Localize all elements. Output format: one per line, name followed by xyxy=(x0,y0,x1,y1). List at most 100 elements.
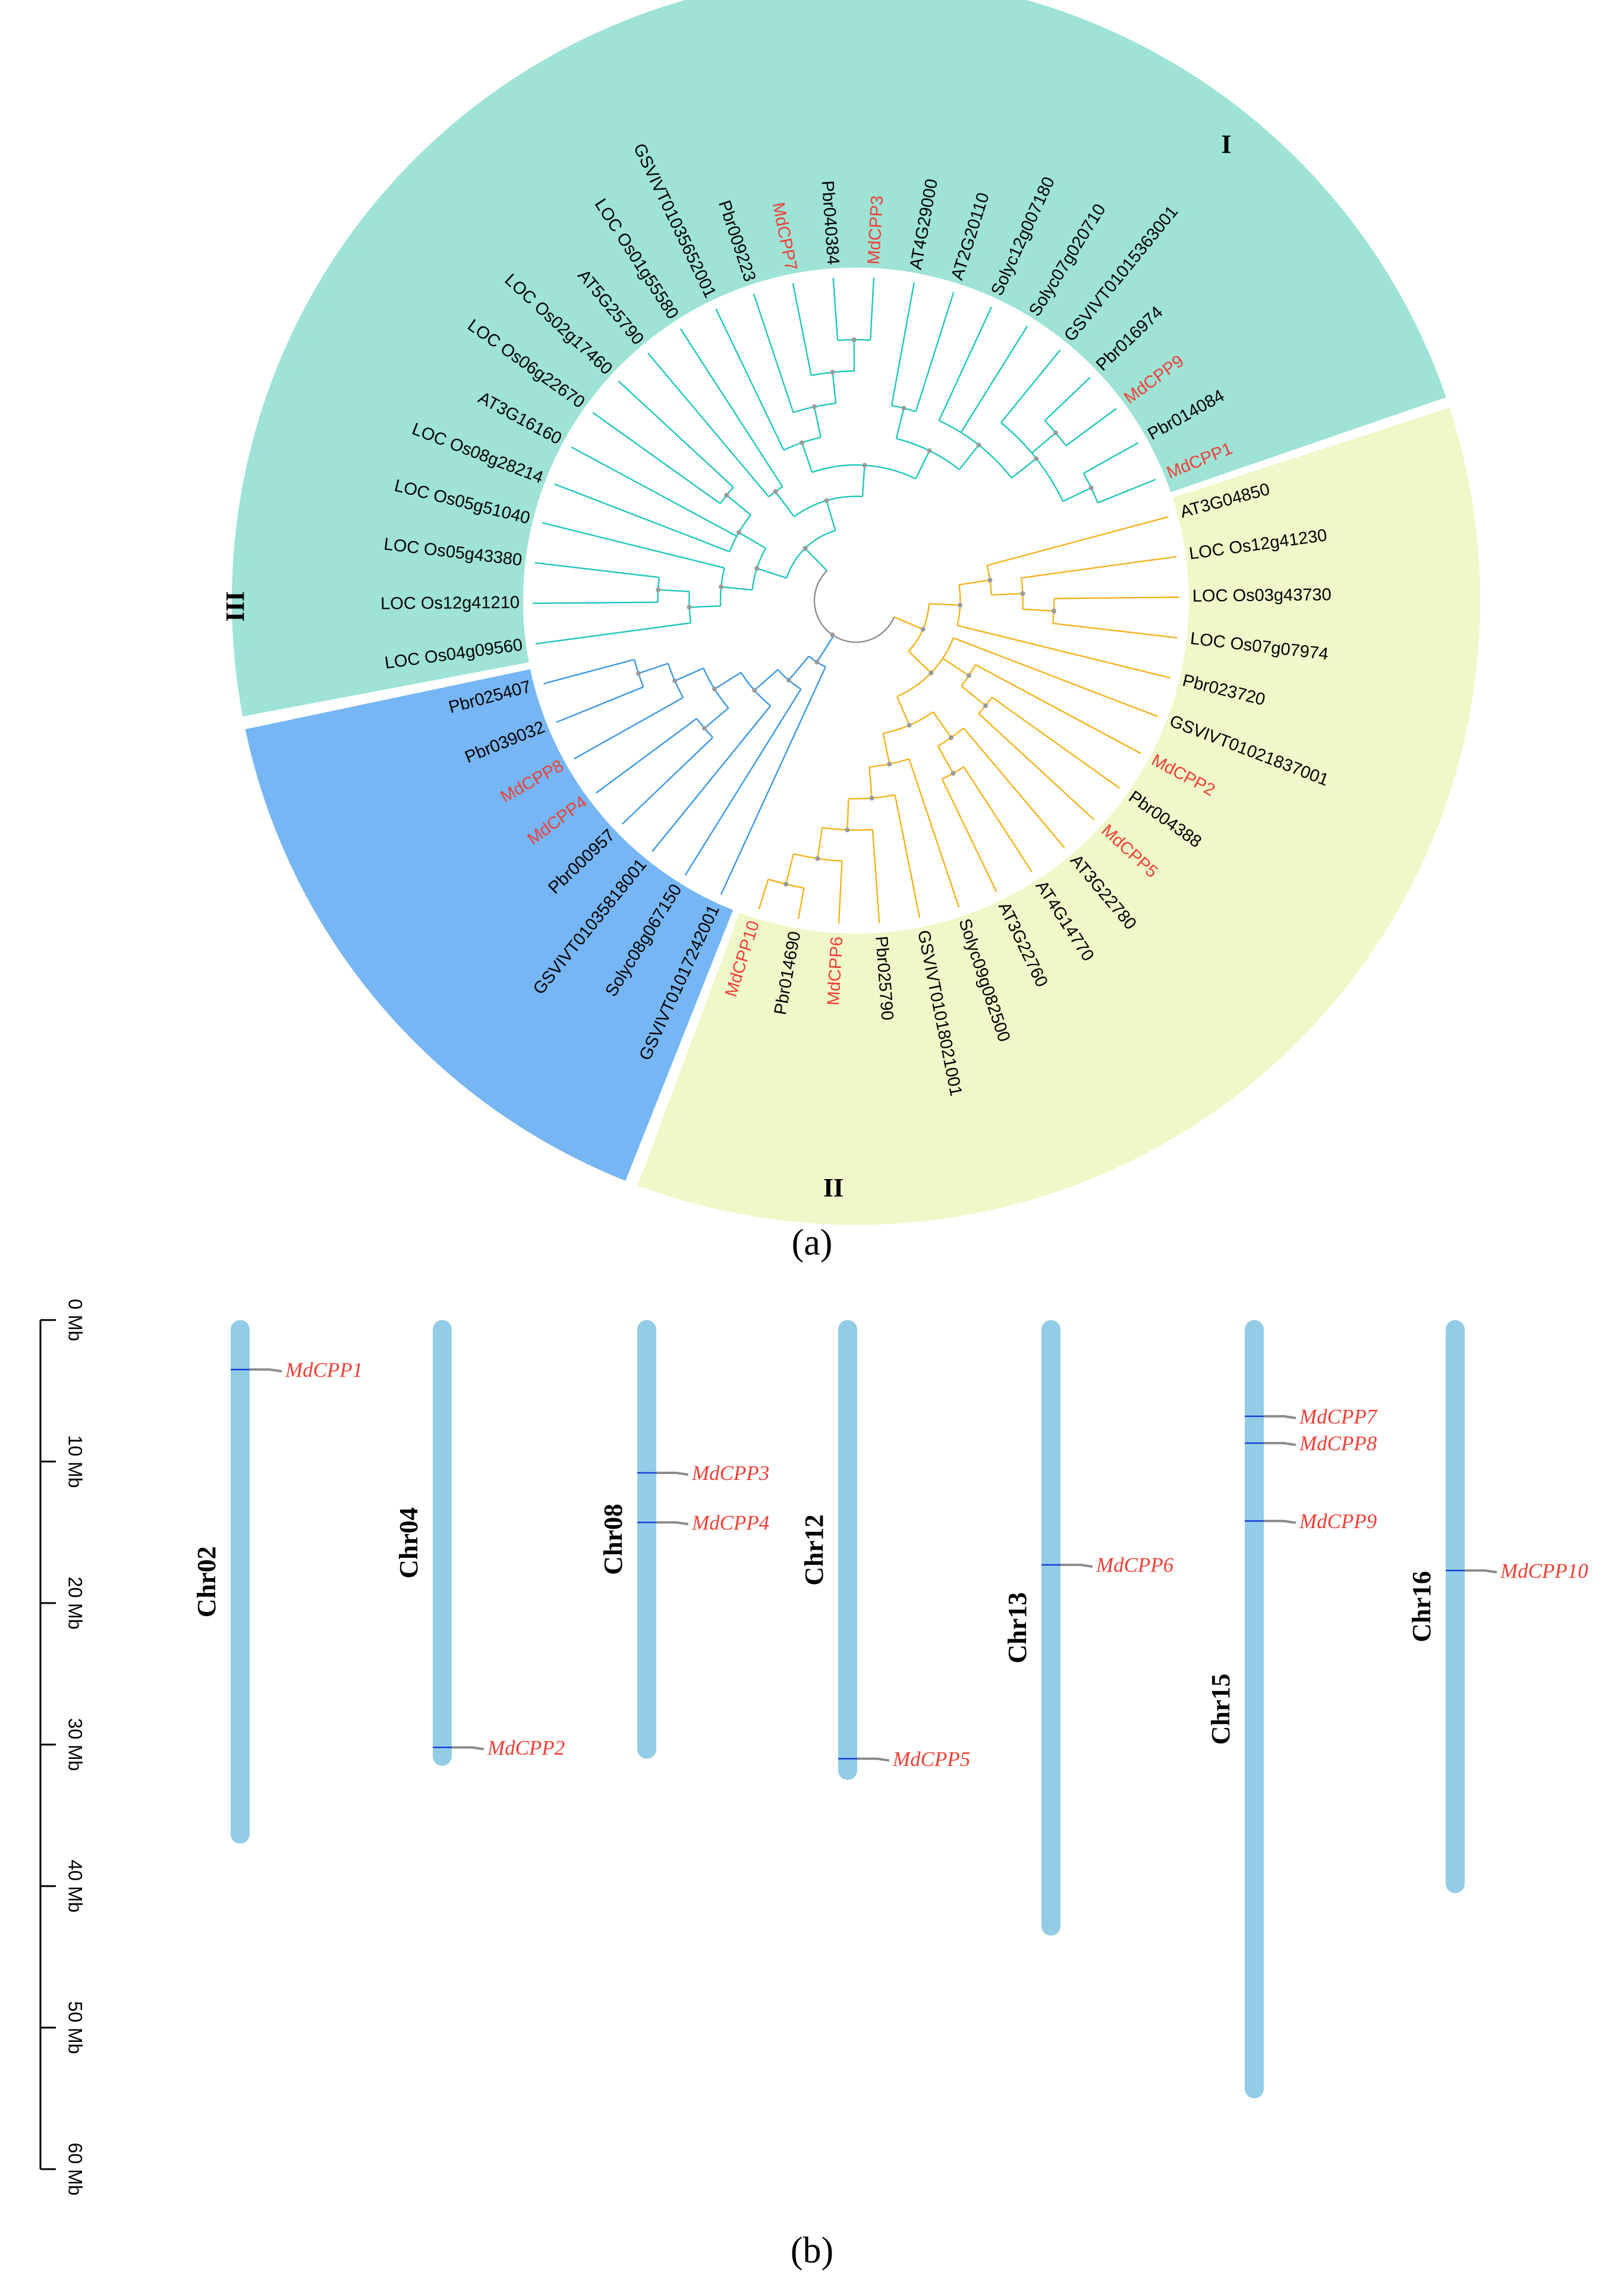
tree-branch-73 xyxy=(804,548,828,571)
tree-branch-72 xyxy=(543,659,635,685)
clade-labels: I II III xyxy=(221,130,1232,1202)
tree-branch-56 xyxy=(684,689,802,876)
chromosome-bar xyxy=(433,1320,452,1766)
tree-branch-19 xyxy=(942,658,970,677)
tree-branch-94 xyxy=(618,380,734,488)
chromosome-Chr08: Chr08 MdCPP3 MdCPP4 xyxy=(599,1320,769,1759)
gene-label: MdCPP6 xyxy=(1096,1554,1174,1577)
tree-branch-111 xyxy=(792,283,812,376)
gene-connector xyxy=(250,1368,282,1373)
tree-branch-22 xyxy=(961,685,986,706)
gene-label: MdCPP10 xyxy=(1500,1559,1588,1582)
tree-branch-120 xyxy=(890,282,915,406)
tree-node xyxy=(929,670,934,675)
panel-b-label: (b) xyxy=(791,2230,833,2271)
tree-node xyxy=(949,735,954,740)
clade-label-II: II xyxy=(823,1173,844,1202)
tree-node xyxy=(927,448,932,454)
chromosome-Chr04: Chr04 MdCPP2 xyxy=(394,1320,565,1766)
chromosome-label: Chr16 xyxy=(1407,1571,1436,1642)
tree-node xyxy=(907,722,912,728)
tree-branch-40 xyxy=(894,794,921,918)
tree-node xyxy=(786,677,791,683)
tree-node xyxy=(736,530,741,535)
scale-tick-label: 50 Mb xyxy=(65,2001,86,2054)
tree-branch-65 xyxy=(596,718,697,794)
gene-connector xyxy=(452,1746,484,1751)
tree-branch-95 xyxy=(826,500,836,531)
gene-connector xyxy=(1465,1569,1497,1574)
tree-branch-69 xyxy=(638,662,669,674)
chromosome-label: Chr08 xyxy=(599,1504,628,1575)
gene-connector xyxy=(1060,1563,1093,1568)
tree-branch-79 xyxy=(689,605,721,608)
tree-branches xyxy=(533,277,1179,924)
chromosome-bar xyxy=(838,1320,857,1780)
tree-branch-33 xyxy=(963,766,1033,873)
leaf-label: MdCPP3 xyxy=(864,195,887,265)
tree-branch-15 xyxy=(956,624,1170,679)
tree-branch-50 xyxy=(758,879,769,910)
tree-node xyxy=(719,584,724,589)
scale-tick-label: 40 Mb xyxy=(65,1860,86,1913)
tree-node xyxy=(712,686,717,692)
gene-connector xyxy=(656,1521,689,1526)
tree-branch-82 xyxy=(658,589,690,592)
tree-branch-3 xyxy=(929,603,961,607)
gene-connector xyxy=(857,1757,890,1762)
tree-branch-46 xyxy=(838,860,843,924)
clade-label-III: III xyxy=(221,591,250,621)
tree-node xyxy=(851,337,857,342)
tree-branch-21 xyxy=(975,664,1141,755)
tree-node xyxy=(702,725,707,731)
gene-connector xyxy=(1264,1519,1296,1524)
tree-node xyxy=(773,489,778,494)
tree-branch-54 xyxy=(788,655,810,681)
tree-branch-131 xyxy=(1044,376,1091,422)
tree-node xyxy=(869,796,874,801)
tree-branch-31 xyxy=(937,746,954,774)
tree-branch-59 xyxy=(652,705,772,853)
tree-node xyxy=(800,440,805,445)
tree-branch-10 xyxy=(1021,556,1177,579)
tree-branch-121 xyxy=(915,292,955,412)
gene-connector xyxy=(1264,1442,1296,1447)
chromosome-Chr12: Chr12 MdCPP5 xyxy=(800,1320,970,1780)
tree-branch-115 xyxy=(870,277,875,341)
tree-node xyxy=(1020,591,1025,596)
chromosome-map: 0 Mb 10 Mb 20 Mb 30 Mb 40 Mb 50 Mb 60 Mb Chr02… xyxy=(39,1299,1588,2271)
tree-branch-49 xyxy=(797,888,805,919)
tree-branch-5 xyxy=(959,579,990,586)
gene-label: MdCPP5 xyxy=(892,1748,970,1771)
tree-branch-101 xyxy=(861,465,865,497)
tree-branch-28 xyxy=(933,711,952,739)
tree-branch-68 xyxy=(574,697,684,760)
chromosome-label: Chr12 xyxy=(800,1514,829,1586)
tree-branch-16 xyxy=(908,651,932,674)
tree-branch-71 xyxy=(556,686,644,723)
tree-node xyxy=(845,827,850,832)
tree-branch-133 xyxy=(1062,487,1092,502)
tree-branch-75 xyxy=(756,567,787,579)
tree-arc-0 xyxy=(813,570,895,643)
tree-node xyxy=(1053,430,1058,435)
tree-branch-77 xyxy=(721,586,753,591)
tree-branch-38 xyxy=(868,766,873,799)
tree-branch-100 xyxy=(679,328,783,488)
tree-branch-43 xyxy=(871,829,880,923)
chromosome-bar xyxy=(637,1320,656,1759)
scale-bar: 0 Mb 10 Mb 20 Mb 30 Mb 40 Mb 50 Mb 60 Mb xyxy=(39,1299,86,2195)
tree-branch-129 xyxy=(1031,432,1056,454)
tree-branch-35 xyxy=(882,733,890,765)
tree-branch-34 xyxy=(941,778,997,893)
tree-branch-8 xyxy=(991,593,1023,596)
tree-node xyxy=(830,632,835,637)
chromosome-bar xyxy=(1041,1320,1060,1936)
tree-node xyxy=(983,703,989,708)
tree-branch-128 xyxy=(1000,349,1061,423)
tree-branch-91 xyxy=(726,494,751,516)
tree-branch-125 xyxy=(960,325,1028,433)
tree-branch-47 xyxy=(785,853,795,885)
leaf-label: MdCPP6 xyxy=(824,936,846,1006)
